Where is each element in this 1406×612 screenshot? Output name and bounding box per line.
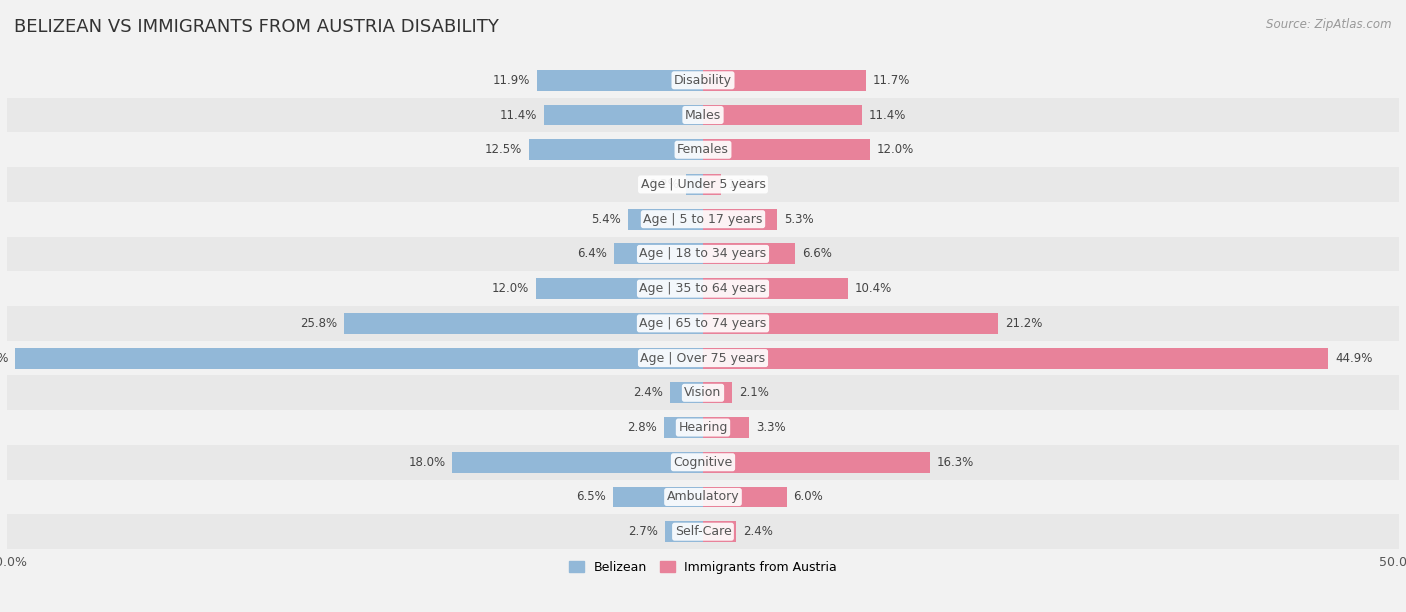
Bar	[7, 375, 1399, 410]
Text: 12.5%: 12.5%	[485, 143, 522, 156]
Text: 6.6%: 6.6%	[801, 247, 832, 261]
Text: Age | 35 to 64 years: Age | 35 to 64 years	[640, 282, 766, 295]
Text: Cognitive: Cognitive	[673, 456, 733, 469]
Text: Source: ZipAtlas.com: Source: ZipAtlas.com	[1267, 18, 1392, 31]
Text: 1.3%: 1.3%	[728, 178, 758, 191]
Bar	[7, 202, 1399, 237]
Bar	[703, 417, 749, 438]
Bar	[453, 452, 703, 472]
Text: 2.4%: 2.4%	[633, 386, 662, 399]
Bar	[669, 382, 703, 403]
Bar	[344, 313, 703, 334]
Bar	[703, 209, 776, 230]
Bar	[703, 382, 733, 403]
Text: 6.5%: 6.5%	[576, 490, 606, 504]
Bar	[703, 348, 1329, 368]
Text: 44.9%: 44.9%	[1334, 351, 1372, 365]
Text: 21.2%: 21.2%	[1005, 317, 1042, 330]
Text: Disability: Disability	[673, 74, 733, 87]
Bar	[7, 514, 1399, 549]
Text: 11.9%: 11.9%	[494, 74, 530, 87]
Bar	[7, 341, 1399, 375]
Bar	[529, 140, 703, 160]
Text: 1.2%: 1.2%	[650, 178, 679, 191]
Bar	[686, 174, 703, 195]
Bar	[703, 313, 998, 334]
Bar	[7, 306, 1399, 341]
Bar	[536, 278, 703, 299]
Legend: Belizean, Immigrants from Austria: Belizean, Immigrants from Austria	[564, 556, 842, 579]
Text: 5.3%: 5.3%	[783, 213, 813, 226]
Bar	[7, 167, 1399, 202]
Bar	[613, 487, 703, 507]
Text: 11.7%: 11.7%	[873, 74, 910, 87]
Text: Vision: Vision	[685, 386, 721, 399]
Text: 5.4%: 5.4%	[591, 213, 621, 226]
Text: 2.1%: 2.1%	[740, 386, 769, 399]
Text: Females: Females	[678, 143, 728, 156]
Bar	[544, 105, 703, 125]
Text: 6.4%: 6.4%	[576, 247, 607, 261]
Bar	[703, 278, 848, 299]
Bar	[703, 487, 786, 507]
Bar	[7, 237, 1399, 271]
Bar	[703, 174, 721, 195]
Text: 25.8%: 25.8%	[299, 317, 337, 330]
Text: 11.4%: 11.4%	[869, 108, 905, 122]
Bar	[7, 410, 1399, 445]
Bar	[703, 521, 737, 542]
Bar	[7, 132, 1399, 167]
Bar	[703, 140, 870, 160]
Text: Age | Under 5 years: Age | Under 5 years	[641, 178, 765, 191]
Text: 12.0%: 12.0%	[492, 282, 529, 295]
Bar	[664, 417, 703, 438]
Text: Males: Males	[685, 108, 721, 122]
Bar	[7, 271, 1399, 306]
Bar	[703, 105, 862, 125]
Bar	[703, 244, 794, 264]
Bar	[703, 452, 929, 472]
Text: 2.4%: 2.4%	[744, 525, 773, 538]
Bar	[537, 70, 703, 91]
Text: BELIZEAN VS IMMIGRANTS FROM AUSTRIA DISABILITY: BELIZEAN VS IMMIGRANTS FROM AUSTRIA DISA…	[14, 18, 499, 36]
Text: 12.0%: 12.0%	[877, 143, 914, 156]
Text: 3.3%: 3.3%	[756, 421, 786, 434]
Bar	[665, 521, 703, 542]
Text: Age | Over 75 years: Age | Over 75 years	[641, 351, 765, 365]
Text: Self-Care: Self-Care	[675, 525, 731, 538]
Text: Hearing: Hearing	[678, 421, 728, 434]
Text: 49.4%: 49.4%	[0, 351, 8, 365]
Text: 11.4%: 11.4%	[501, 108, 537, 122]
Bar	[703, 70, 866, 91]
Bar	[7, 480, 1399, 514]
Text: Age | 18 to 34 years: Age | 18 to 34 years	[640, 247, 766, 261]
Text: Age | 5 to 17 years: Age | 5 to 17 years	[644, 213, 762, 226]
Bar	[7, 445, 1399, 480]
Text: 6.0%: 6.0%	[793, 490, 824, 504]
Text: 16.3%: 16.3%	[936, 456, 974, 469]
Text: 18.0%: 18.0%	[408, 456, 446, 469]
Bar	[7, 98, 1399, 132]
Text: Age | 65 to 74 years: Age | 65 to 74 years	[640, 317, 766, 330]
Text: 2.8%: 2.8%	[627, 421, 657, 434]
Text: Ambulatory: Ambulatory	[666, 490, 740, 504]
Text: 10.4%: 10.4%	[855, 282, 891, 295]
Text: 2.7%: 2.7%	[628, 525, 658, 538]
Bar	[614, 244, 703, 264]
Bar	[628, 209, 703, 230]
Bar	[7, 63, 1399, 98]
Bar	[15, 348, 703, 368]
